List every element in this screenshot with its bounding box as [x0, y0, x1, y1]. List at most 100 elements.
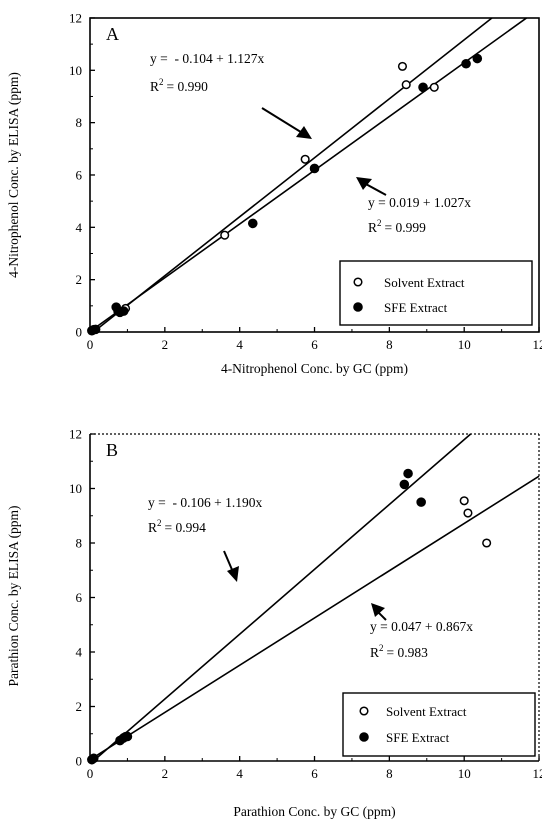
legend-a: Solvent Extract SFE Extract [339, 260, 533, 326]
data-point-solvent-extract [397, 61, 408, 71]
x-tick-label: 6 [311, 766, 318, 781]
x-tick-label: 4 [236, 766, 243, 781]
data-point-sfe-extract [472, 53, 483, 64]
y-tick-label: 6 [76, 590, 83, 605]
arrow-sfe-fit-b [223, 550, 239, 582]
y-tick-label: 8 [76, 115, 83, 130]
x-tick-label: 0 [87, 766, 94, 781]
r2-value: = 0.999 [385, 220, 427, 235]
data-point-solvent-extract [300, 154, 310, 164]
r2-exponent: 2 [379, 643, 384, 653]
y-tick-labels-b: 0 2 4 6 8 10 12 [69, 427, 83, 769]
fit-equation-b-solvent: y = 0.047 + 0.867x [370, 619, 473, 634]
legend-marker-filled-circle [353, 302, 363, 312]
chart-panel-b: 0 2 4 6 8 10 12 0 2 4 6 8 10 12 B y = - 0.106 + 1.19… [6, 427, 542, 820]
arrow-solvent-fit-b [371, 603, 387, 621]
r2-prefix: R [368, 220, 377, 235]
data-point-sfe-extract [461, 58, 471, 69]
data-point-sfe-extract [90, 324, 101, 335]
y-axis-label-b: Parathion Conc. by ELISA (ppm) [6, 505, 21, 686]
data-point-solvent-extract [482, 538, 492, 548]
r2-prefix: R [150, 79, 159, 94]
panel-label-a: A [106, 24, 119, 44]
y-tick-label: 8 [76, 536, 83, 551]
arrow-sfe-fit-a [356, 177, 387, 196]
data-point-sfe-extract [118, 306, 129, 316]
x-tick-label: 8 [386, 337, 393, 352]
arrow-solvent-fit-a [261, 107, 312, 139]
data-point-sfe-extract [122, 731, 133, 742]
fit-line [92, 17, 493, 333]
legend-label-solvent-b: Solvent Extract [386, 704, 467, 719]
data-point-solvent-extract [459, 496, 469, 506]
data-point-sfe-extract [88, 753, 99, 764]
r2-prefix: R [370, 645, 379, 660]
legend-label-sfe-b: SFE Extract [386, 730, 450, 745]
legend-marker-open-circle [359, 706, 369, 716]
data-point-solvent-extract [429, 82, 439, 92]
tick-marks-a [89, 17, 540, 333]
legend-box-a [339, 260, 533, 326]
x-tick-label: 10 [458, 766, 471, 781]
r2-value: = 0.994 [165, 520, 207, 535]
legend-marker-open-circle [353, 277, 363, 287]
data-point-solvent-extract [401, 80, 411, 90]
y-tick-label: 4 [76, 220, 83, 235]
x-axis-label-b: Parathion Conc. by GC (ppm) [233, 804, 395, 819]
r2-exponent: 2 [159, 77, 164, 87]
fit-lines-a [89, 17, 528, 333]
x-tick-label: 4 [236, 337, 243, 352]
data-point-solvent-extract [463, 508, 473, 518]
y-tick-label: 12 [69, 427, 82, 442]
data-point-sfe-extract [309, 163, 320, 174]
x-tick-label: 8 [386, 766, 393, 781]
r2-prefix: R [148, 520, 157, 535]
y-tick-label: 2 [76, 272, 83, 287]
x-tick-label: 10 [458, 337, 471, 352]
data-point-solvent-extract [220, 230, 230, 240]
x-tick-label: 2 [162, 766, 169, 781]
chart-panel-a: 0 2 4 6 8 10 12 0 2 4 6 8 10 12 A y = - 0.104 + 1.12… [6, 10, 542, 376]
y-tick-label: 10 [69, 481, 82, 496]
r2-value: = 0.990 [167, 79, 209, 94]
y-tick-label: 4 [76, 645, 83, 660]
data-point-sfe-extract [399, 479, 410, 490]
fit-line [89, 17, 528, 333]
y-axis-label-a: 4-Nitrophenol Conc. by ELISA (ppm) [6, 72, 21, 278]
y-tick-label: 6 [76, 167, 83, 182]
data-point-sfe-extract [416, 497, 426, 507]
data-point-sfe-extract [247, 218, 258, 229]
y-tick-label: 2 [76, 699, 83, 714]
tick-marks-b [89, 433, 540, 762]
legend-label-sfe-a: SFE Extract [384, 300, 448, 315]
fit-r2-b-solvent: R2 = 0.983 [370, 643, 428, 660]
fit-line [92, 433, 472, 762]
fit-line [89, 475, 540, 761]
x-tick-label: 0 [87, 337, 94, 352]
y-tick-labels-a: 0 2 4 6 8 10 12 [69, 10, 83, 339]
fit-r2-b-sfe: R2 = 0.994 [148, 518, 206, 535]
panel-label-b: B [106, 440, 118, 460]
x-tick-labels-a: 0 2 4 6 8 10 12 [87, 337, 542, 352]
y-tick-label: 10 [69, 63, 82, 78]
legend-b: Solvent Extract SFE Extract [342, 692, 536, 757]
r2-exponent: 2 [157, 518, 162, 528]
r2-value: = 0.983 [387, 645, 429, 660]
x-axis-label-a: 4-Nitrophenol Conc. by GC (ppm) [221, 361, 408, 376]
fit-equation-a-sfe: y = 0.019 + 1.027x [368, 195, 471, 210]
fit-lines-b [89, 433, 540, 762]
r2-exponent: 2 [377, 218, 382, 228]
fit-equation-a-solvent: y = - 0.104 + 1.127x [150, 51, 264, 66]
data-point-sfe-extract [403, 468, 413, 479]
y-tick-label: 0 [76, 754, 83, 769]
data-point-sfe-extract [418, 82, 428, 93]
legend-label-solvent-a: Solvent Extract [384, 275, 465, 290]
x-tick-label: 6 [311, 337, 318, 352]
legend-marker-filled-circle [359, 732, 369, 742]
x-tick-label: 2 [162, 337, 169, 352]
data-points-b [87, 468, 492, 765]
x-tick-label: 12 [533, 766, 542, 781]
y-tick-label: 0 [76, 325, 83, 340]
fit-r2-a-sfe: R2 = 0.999 [368, 218, 426, 235]
